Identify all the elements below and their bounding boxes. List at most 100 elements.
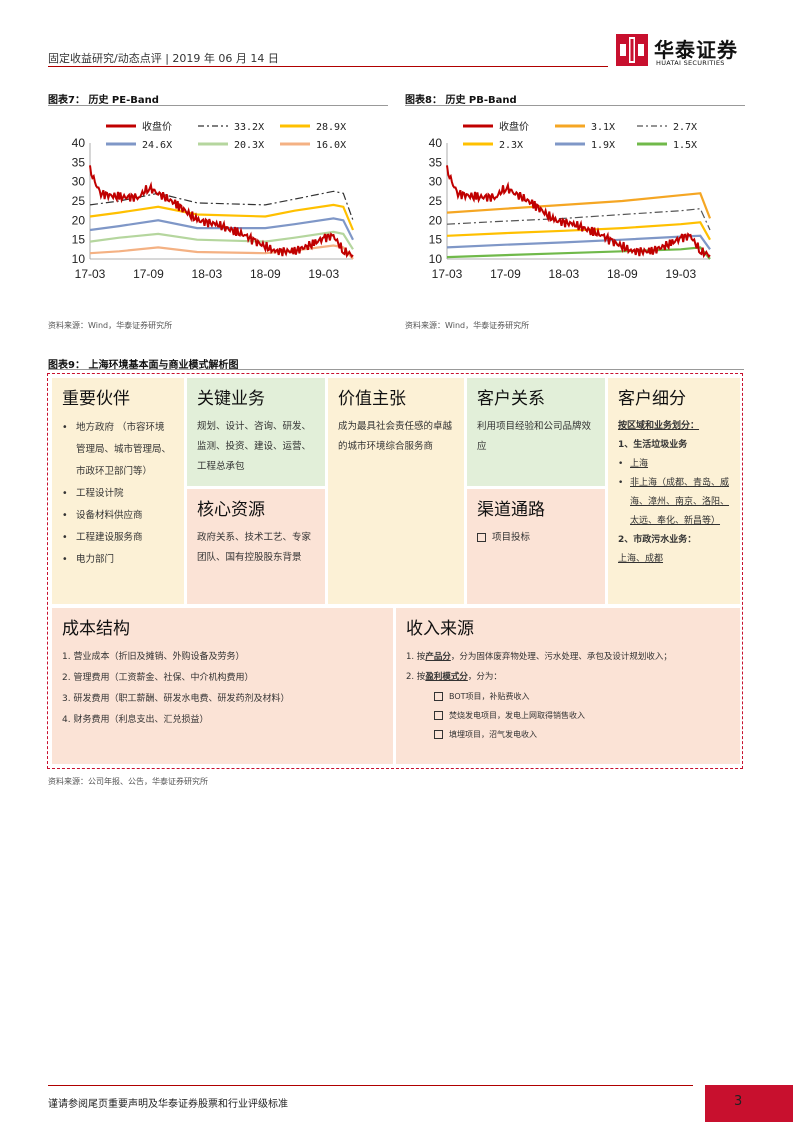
huatai-logo-icon	[616, 34, 648, 66]
list-item: 4. 财务费用（利息支出、汇兑损益）	[62, 715, 209, 725]
box-revenue-streams: 收入来源 1. 按产品分，分为固体废弃物处理、污水处理、承包及设计规划收入； 2…	[396, 608, 740, 764]
box-key-resources: 核心资源 政府关系、技术工艺、专家团队、国有控股股东背景	[187, 489, 325, 604]
list-item: 工程设计院	[62, 483, 174, 505]
list-item: • 上海	[618, 459, 649, 469]
series-line	[89, 244, 354, 260]
legend-label: 20.3X	[234, 140, 264, 151]
legend-label: 收盘价	[499, 120, 529, 133]
fig8-title: 图表8： 历史 PB-Band	[405, 95, 517, 106]
fig8-source: 资料来源：Wind，华泰证券研究所	[405, 321, 530, 330]
y-tick-label: 10	[429, 252, 443, 266]
y-tick-label: 40	[429, 136, 443, 150]
x-tick-label: 17-09	[133, 267, 164, 281]
relations-title: 客户关系	[477, 389, 545, 409]
legend-label: 2.3X	[499, 140, 523, 151]
resources-title: 核心资源	[197, 500, 265, 520]
revenue-title: 收入来源	[406, 619, 474, 639]
series-line	[446, 234, 711, 250]
y-tick-label: 15	[429, 233, 443, 247]
checkbox-icon	[434, 730, 443, 739]
page-number: 3	[734, 1094, 743, 1109]
y-tick-label: 10	[72, 252, 86, 266]
series-line	[446, 165, 711, 259]
legend-label: 收盘价	[142, 120, 172, 133]
fig9-source: 资料来源：公司年报、公告，华泰证券研究所	[48, 777, 208, 786]
legend-label: 2.7X	[673, 122, 697, 133]
y-tick-label: 30	[429, 175, 443, 189]
segments-group2: 2、市政污水业务：	[618, 535, 697, 545]
legend-label: 1.5X	[673, 140, 697, 151]
legend-label: 3.1X	[591, 122, 615, 133]
x-tick-label: 17-03	[75, 267, 106, 281]
list-item: 2. 管理费用（工资薪金、社保、中介机构费用）	[62, 673, 254, 683]
list-item: 地方政府 （市容环境管理局、城市管理局、市政环卫部门等）	[62, 417, 174, 483]
fig9-rule	[48, 369, 744, 370]
x-tick-label: 17-03	[432, 267, 463, 281]
list-item: 焚烧发电项目，发电上网取得销售收入	[406, 706, 730, 725]
box-key-activities: 关键业务 规划、设计、咨询、研发、监测、投资、建设、运营、工程总承包	[187, 378, 325, 486]
list-item: 填埋项目，沼气发电收入	[406, 725, 730, 744]
list-item: BOT项目，补贴费收入	[406, 687, 730, 706]
box-customer-relations: 客户关系 利用项目经验和公司品牌效应	[467, 378, 605, 486]
page-tab	[705, 1085, 793, 1122]
segments-group1: 1、生活垃圾业务	[618, 440, 688, 450]
legend-label: 1.9X	[591, 140, 615, 151]
footer-disclaimer: 谨请参阅尾页重要声明及华泰证券股票和行业评级标准	[48, 1099, 288, 1110]
business-model-canvas: 重要伙伴 地方政府 （市容环境管理局、城市管理局、市政环卫部门等） 工程设计院 …	[47, 373, 743, 769]
list-item: 1. 营业成本（折旧及摊销、外购设备及劳务）	[62, 652, 245, 662]
segments-group2-item: 上海、成都	[618, 554, 664, 564]
fig7-source: 资料来源：Wind，华泰证券研究所	[48, 321, 173, 330]
checkbox-icon	[434, 711, 443, 720]
value-text: 成为最具社会责任感的卓越的城市环境综合服务商	[338, 421, 453, 452]
header-rule	[48, 66, 608, 67]
x-tick-label: 18-03	[192, 267, 223, 281]
checkbox-icon	[477, 533, 486, 542]
series-line	[89, 217, 354, 241]
x-tick-label: 18-09	[607, 267, 638, 281]
list-item: 电力部门	[62, 549, 174, 571]
y-tick-label: 20	[429, 213, 443, 227]
company-logo: 华泰证券 HUATAI SECURITIES	[616, 30, 746, 70]
series-line	[89, 190, 354, 221]
activities-text: 规划、设计、咨询、研发、监测、投资、建设、运营、工程总承包	[197, 421, 312, 472]
partners-title: 重要伙伴	[62, 389, 130, 409]
series-line	[446, 221, 711, 241]
y-tick-label: 35	[429, 155, 443, 169]
y-tick-label: 15	[72, 233, 86, 247]
activities-title: 关键业务	[197, 389, 265, 409]
list-item: 3. 研发费用（职工薪酬、研发水电费、研发药剂及材料）	[62, 694, 290, 704]
resources-text: 政府关系、技术工艺、专家团队、国有控股股东背景	[197, 532, 312, 563]
y-tick-label: 30	[72, 175, 86, 189]
x-tick-label: 19-03	[308, 267, 339, 281]
series-line	[89, 230, 354, 250]
box-customer-segments: 客户细分 按区域和业务划分： 1、生活垃圾业务 • 上海 • 非上海（成都、青岛、威…	[608, 378, 740, 604]
value-title: 价值主张	[338, 389, 406, 409]
x-tick-label: 18-09	[250, 267, 281, 281]
segments-title: 客户细分	[618, 389, 686, 409]
box-key-partners: 重要伙伴 地方政府 （市容环境管理局、城市管理局、市政环卫部门等） 工程设计院 …	[52, 378, 184, 604]
segments-intro: 按区域和业务划分：	[618, 421, 700, 431]
header-text: 固定收益研究/动态点评 | 2019 年 06 月 14 日	[48, 52, 279, 65]
list-item: 工程建设服务商	[62, 527, 174, 549]
revenue-line2: 2. 按盈利模式分，分为：	[406, 672, 502, 682]
fig8-rule	[405, 105, 745, 106]
series-line	[89, 203, 355, 231]
fig7-rule	[48, 105, 388, 106]
legend-label: 16.0X	[316, 140, 346, 151]
list-item: 设备材料供应商	[62, 505, 174, 527]
series-line	[446, 192, 712, 219]
checkbox-icon	[434, 692, 443, 701]
channels-title: 渠道通路	[477, 500, 545, 520]
box-channels: 渠道通路 项目投标	[467, 489, 605, 604]
y-tick-label: 40	[72, 136, 86, 150]
fig7-title: 图表7： 历史 PE-Band	[48, 95, 159, 106]
revenue-line1: 1. 按产品分，分为固体废弃物处理、污水处理、承包及设计规划收入；	[406, 652, 672, 662]
box-cost-structure: 成本结构 1. 营业成本（折旧及摊销、外购设备及劳务） 2. 管理费用（工资薪金…	[52, 608, 393, 764]
series-line	[446, 246, 711, 260]
legend-label: 33.2X	[234, 122, 264, 133]
relations-text: 利用项目经验和公司品牌效应	[477, 421, 592, 452]
y-tick-label: 25	[429, 194, 443, 208]
x-tick-label: 17-09	[490, 267, 521, 281]
